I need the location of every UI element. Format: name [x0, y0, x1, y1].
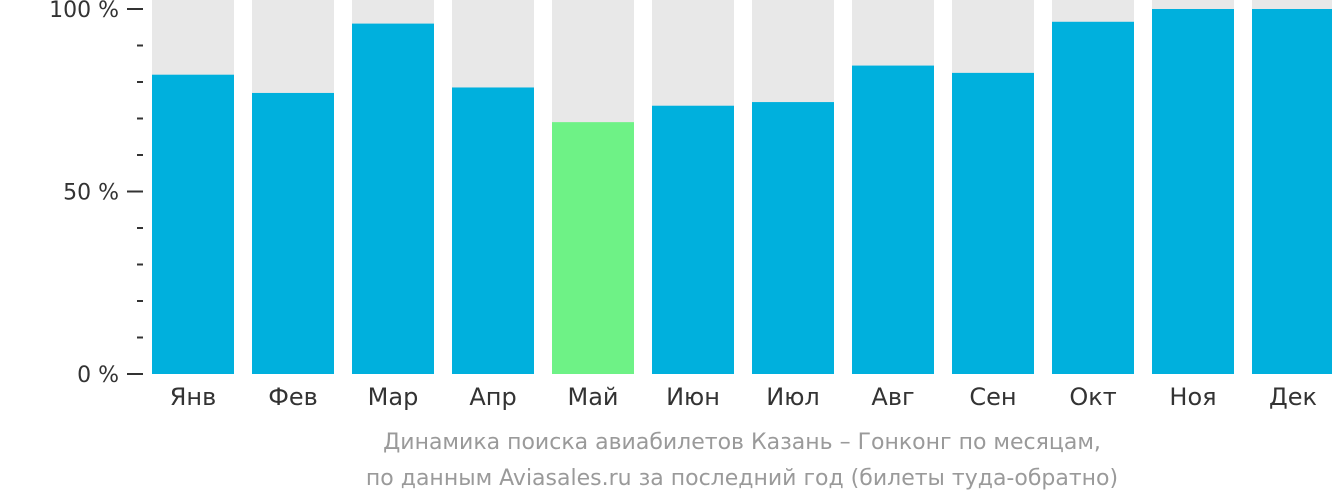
x-axis-labels: Янв Фев Мар Апр Май Июн Июл Авг Сен Окт Ноя Дек — [170, 383, 1317, 411]
y-tick-label: 100 % — [49, 0, 119, 23]
x-tick-label: Окт — [1069, 383, 1116, 411]
bar-9 — [952, 72, 1034, 374]
bar-chart: 100 % 50 % 0 % Янв Фев Мар Апр Май Июн Июл Авг Сен… — [49, 0, 1332, 411]
bar-3 — [352, 23, 434, 374]
x-tick-label: Авг — [871, 383, 914, 411]
bar-8 — [852, 65, 934, 374]
x-tick-label: Дек — [1269, 383, 1317, 411]
chart-caption-line-2: по данным Aviasales.ru за последний год … — [365, 466, 1119, 491]
bar-10 — [1052, 21, 1134, 375]
bars — [152, 9, 1332, 375]
x-tick-label: Май — [567, 383, 618, 411]
bar-7 — [752, 102, 834, 374]
x-tick-label: Апр — [469, 383, 516, 411]
x-tick-label: Июн — [666, 383, 720, 411]
bar-11 — [1152, 9, 1234, 374]
chart-caption-line-1: Динамика поиска авиабилетов Казань – Гон… — [383, 430, 1101, 455]
y-tick-label: 0 % — [77, 363, 119, 388]
bar-12 — [1252, 9, 1332, 374]
bar-2 — [252, 92, 334, 374]
x-tick-label: Мар — [368, 383, 419, 411]
y-tick-label: 50 % — [63, 181, 119, 206]
x-tick-label: Ноя — [1169, 383, 1216, 411]
bar-4 — [452, 87, 534, 374]
x-tick-label: Янв — [170, 383, 217, 411]
bar-1 — [152, 74, 234, 374]
x-tick-label: Фев — [268, 383, 318, 411]
x-tick-label: Июл — [766, 383, 820, 411]
bar-6 — [652, 105, 734, 374]
y-axis: 100 % 50 % 0 % — [49, 0, 143, 388]
bar-5 — [552, 122, 634, 375]
x-tick-label: Сен — [969, 383, 1016, 411]
